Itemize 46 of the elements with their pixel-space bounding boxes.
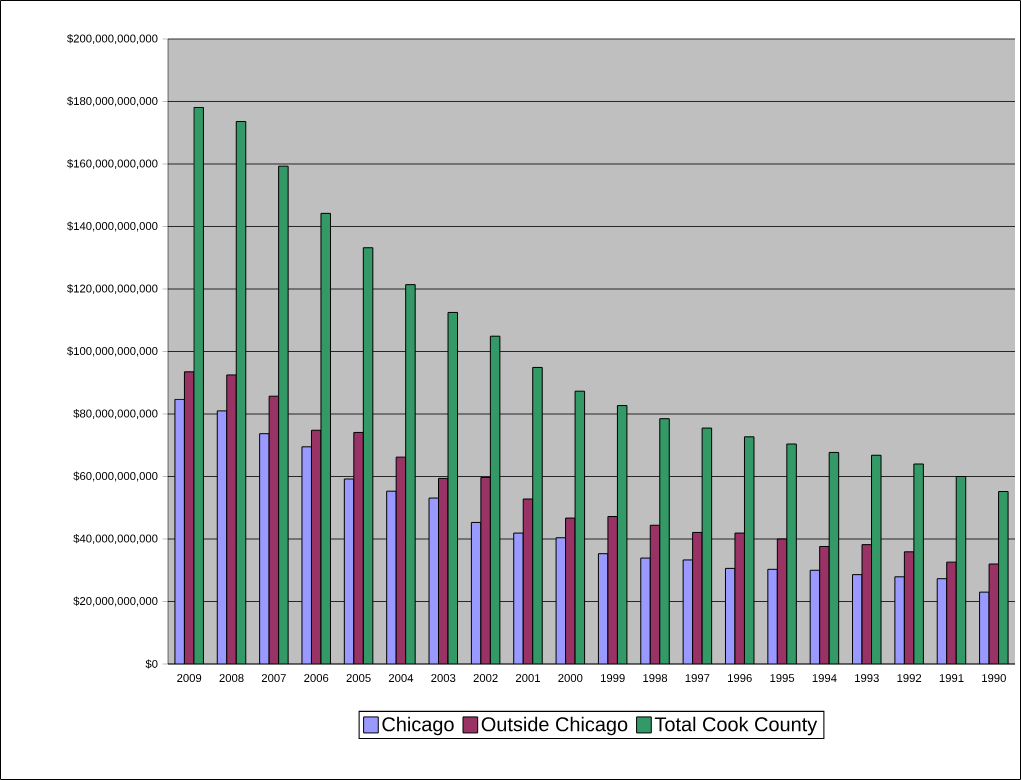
bar [405,284,416,664]
y-tick-label: $20,000,000,000 [73,596,158,607]
bar [786,443,797,664]
x-tick-label: 1998 [643,674,668,683]
x-tick-label: 2005 [346,674,371,683]
x-tick-label: 1995 [770,674,795,683]
bar [946,561,957,664]
bar [532,366,543,664]
x-tick-label: 2002 [473,674,498,683]
y-tick-label: $180,000,000,000 [67,96,158,107]
x-tick-label: 1991 [939,674,964,683]
legend-label: Outside Chicago [481,716,628,736]
x-tick-label: 1993 [855,674,879,683]
legend-label: Total Cook County [654,716,818,736]
x-tick-label: 2001 [515,674,540,683]
x-tick-label: 1994 [812,674,837,683]
x-tick-label: 2006 [304,674,329,683]
x-tick-label: 2004 [388,674,414,683]
bar [819,546,830,664]
y-tick-label: $140,000,000,000 [67,221,158,232]
x-tick-label: 2003 [431,674,456,683]
y-tick-label: $100,000,000,000 [67,346,158,357]
bar [226,374,237,664]
x-tick-label: 1999 [600,674,625,683]
bar [353,431,364,664]
x-tick-label: 2008 [219,674,244,683]
x-tick-label: 2009 [177,674,202,683]
bar [659,418,670,664]
y-tick-label: $120,000,000,000 [67,284,158,294]
bar [386,490,397,664]
x-tick-label: 1996 [728,674,752,683]
y-tick-label: $160,000,000,000 [67,159,158,169]
x-tick-label: 1992 [897,674,922,683]
bar [513,532,524,664]
y-tick-label: $0 [145,659,158,669]
bar [767,568,778,664]
x-tick-label: 2007 [261,674,286,683]
x-tick-label: 1990 [982,674,1006,683]
y-tick-label: $200,000,000,000 [67,34,158,44]
bar [640,557,651,664]
y-tick-label: $80,000,000,000 [73,409,158,419]
x-tick-label: 2000 [558,674,583,683]
y-tick-label: $60,000,000,000 [73,471,158,482]
y-tick-label: $40,000,000,000 [73,534,158,544]
x-tick-label: 1997 [685,674,710,683]
legend-label: Chicago [382,716,454,736]
